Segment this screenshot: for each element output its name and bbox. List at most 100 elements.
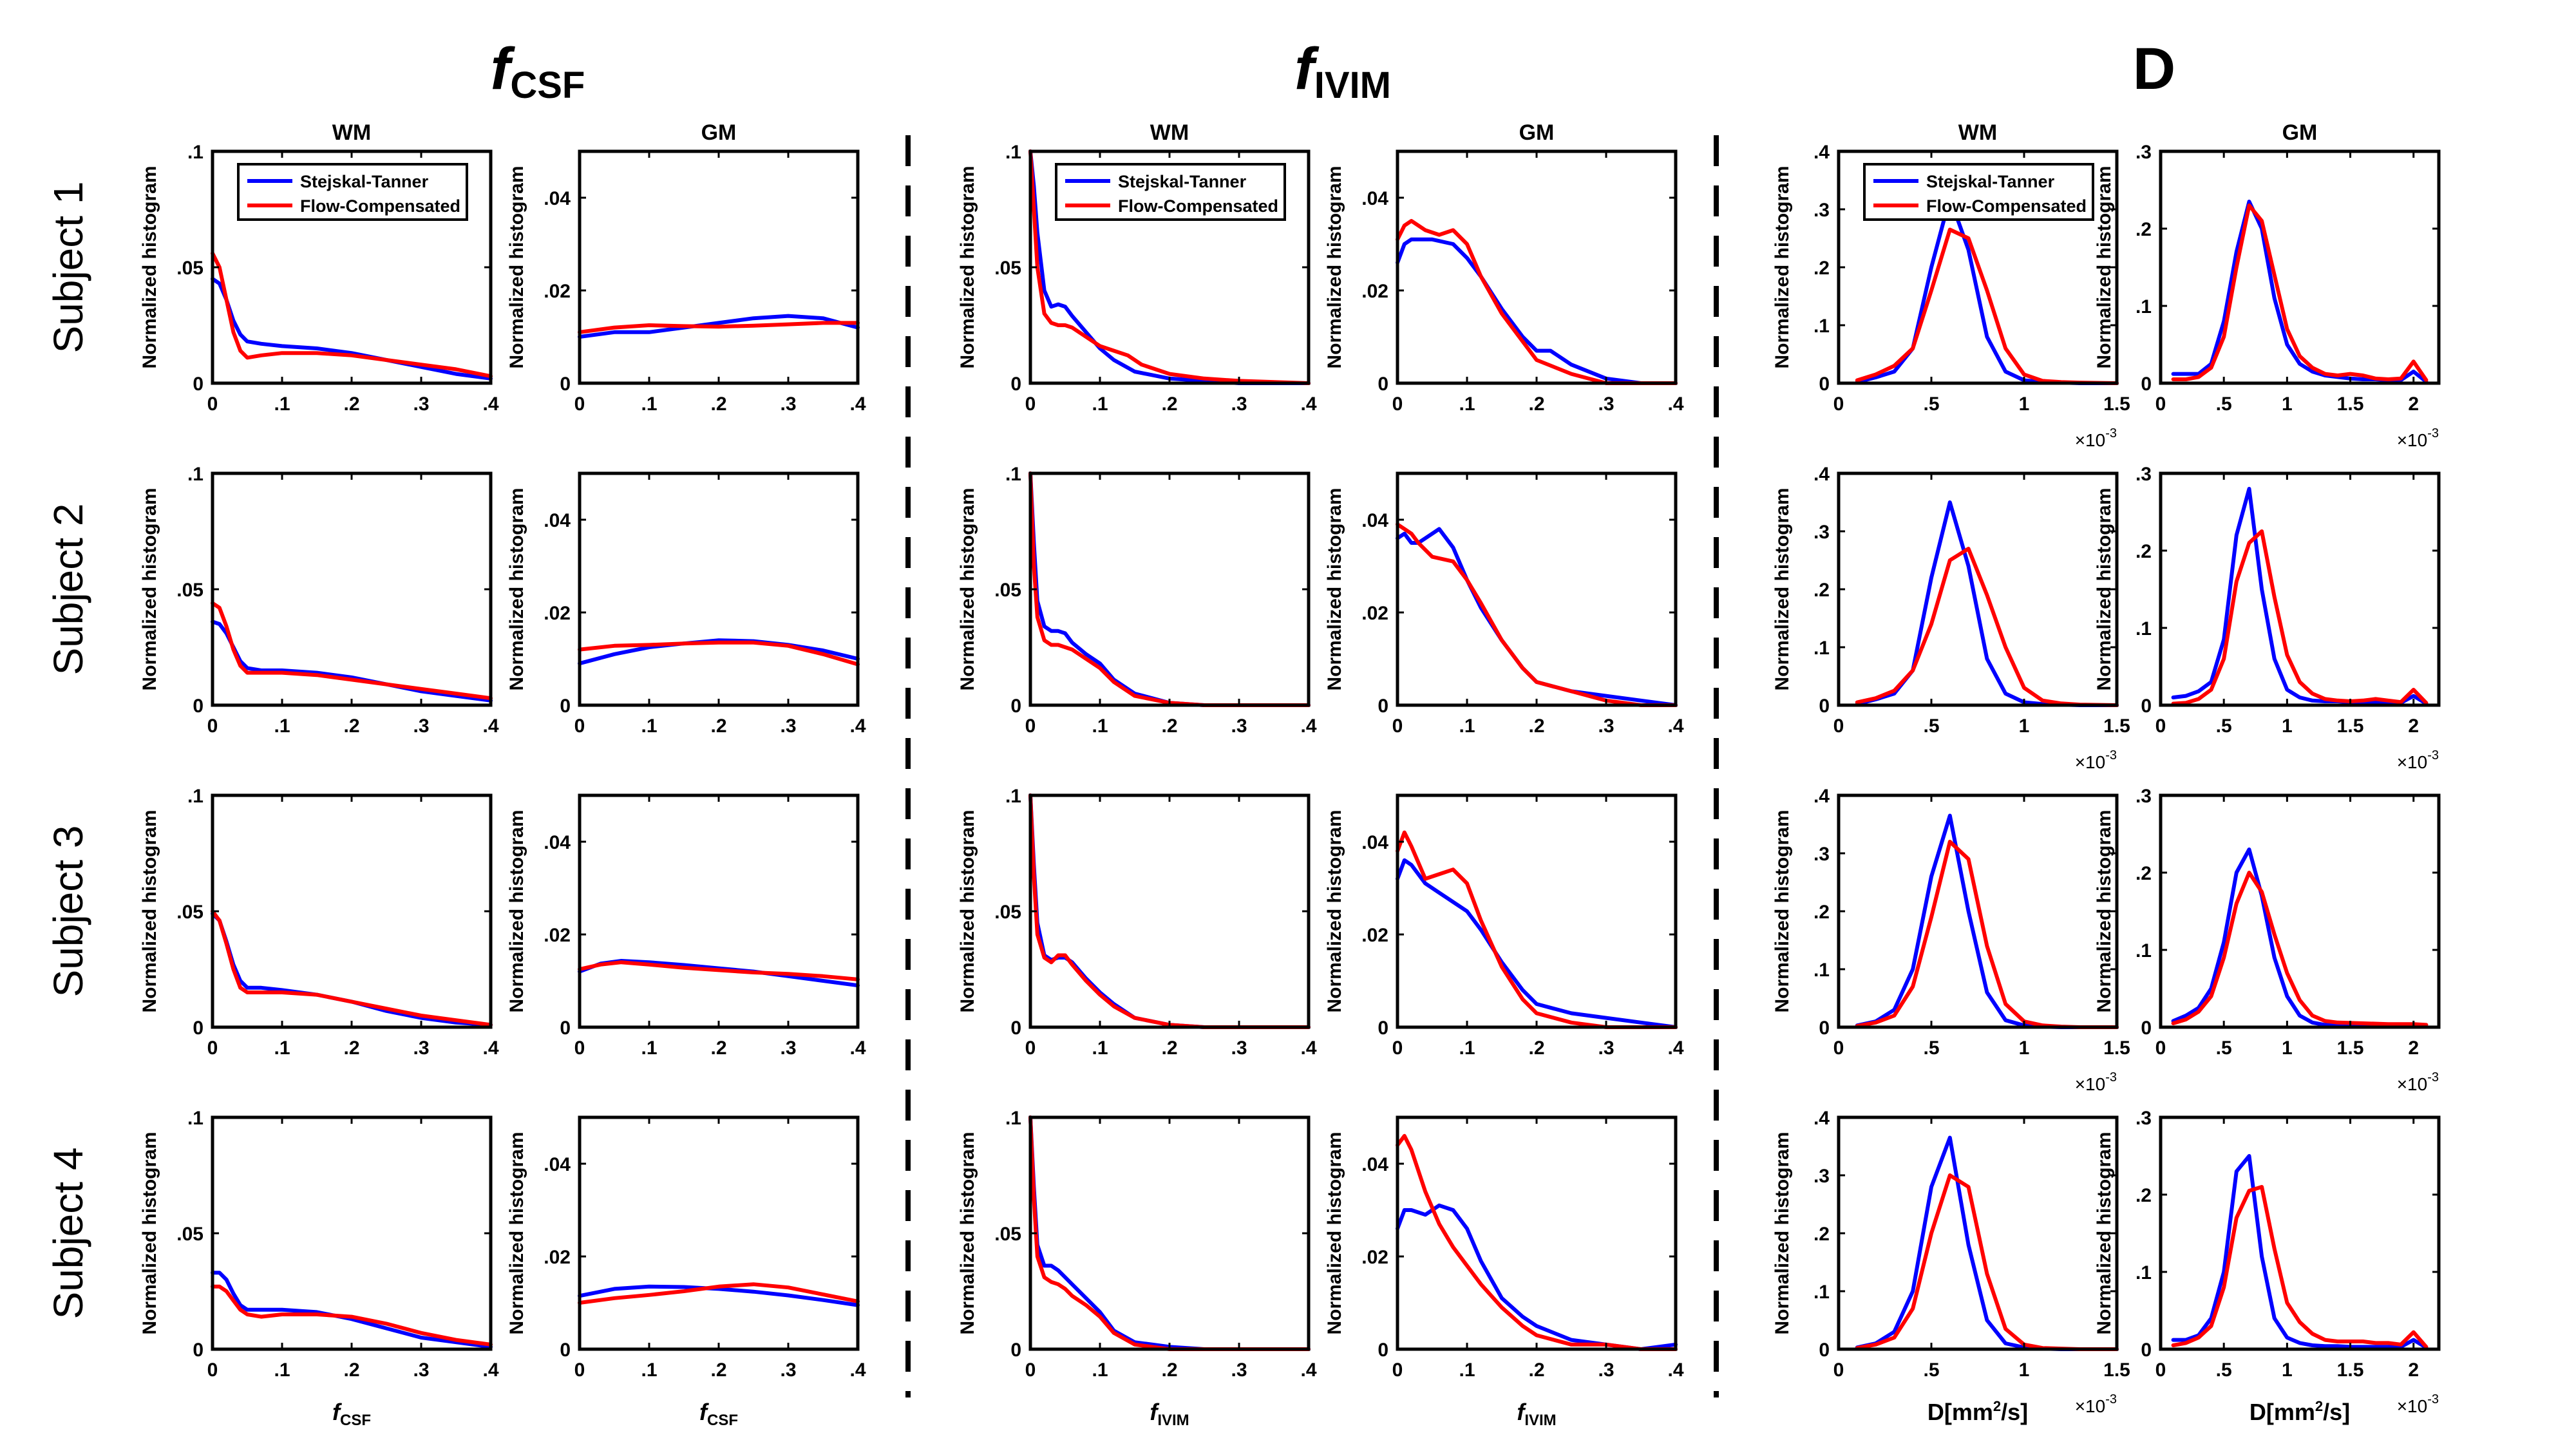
- x-tick-label: .5: [1923, 715, 1939, 737]
- y-tick-label: .2: [1814, 902, 1830, 923]
- x-tick-label: .5: [1923, 1359, 1939, 1381]
- subplot-r4c2: 0 .1 .2 .3 .4 0 .02 .04 Normalized histogram fCSF: [506, 1115, 866, 1429]
- row-label-subject-2: Subject 2: [45, 504, 91, 676]
- x-tick-label: 0: [2155, 1359, 2166, 1381]
- subplot-r2c2: 0 .1 .2 .3 .4 0 .02 .04 Normalized histogram: [506, 471, 866, 737]
- y-tick-label: .1: [187, 786, 204, 807]
- y-tick-label: .3: [2136, 464, 2152, 485]
- column-title: GM: [2282, 120, 2318, 145]
- x-axis-label-main: f: [699, 1399, 709, 1425]
- x-axis-label-main: f: [1150, 1399, 1159, 1425]
- x-tick-label: 2: [2408, 393, 2419, 415]
- y-axis-label: Normalized histogram: [506, 166, 527, 368]
- x-axis-label: fCSF: [332, 1399, 371, 1429]
- x-axis-label-main: f: [1517, 1399, 1526, 1425]
- x-tick-label: .2: [1161, 715, 1177, 737]
- y-tick-label: .05: [994, 258, 1021, 279]
- x-tick-label: 0: [1392, 715, 1403, 737]
- x-tick-label: 0: [574, 393, 585, 415]
- y-axis-label: Normalized histogram: [1324, 488, 1345, 690]
- y-tick-label: .05: [994, 580, 1021, 601]
- x-axis-label-sub: CSF: [707, 1412, 738, 1429]
- x-tick-label: .1: [1459, 1037, 1475, 1059]
- x-tick-label: 2: [2408, 715, 2419, 737]
- x-axis-label-sup: 2: [1993, 1398, 2001, 1414]
- x-tick-label: .2: [1161, 1359, 1177, 1381]
- series-line-stejskal-tanner: [1396, 858, 1678, 1029]
- y-tick-label: .05: [994, 902, 1021, 923]
- x-tick-label: .3: [1598, 715, 1614, 737]
- x-tick-label: 1.5: [2103, 715, 2130, 737]
- series-line-stejskal-tanner: [578, 638, 860, 666]
- x-tick-label: 0: [1833, 393, 1844, 415]
- subplot-r1c2: GM 0 .1 .2 .3 .4 0 .02 .04 Normalized histogram: [506, 120, 866, 415]
- x-tick-label: 1: [2019, 1037, 2030, 1059]
- y-tick-label: .2: [2136, 1185, 2152, 1206]
- series-line-stejskal-tanner: [2171, 487, 2429, 706]
- y-tick-label: .1: [187, 464, 204, 485]
- y-tick-label: 0: [193, 374, 204, 395]
- x-exponent-base: ×10: [2397, 430, 2428, 450]
- x-tick-label: .1: [1092, 1359, 1108, 1381]
- y-axis-label: Normalized histogram: [139, 166, 160, 368]
- y-tick-label: .1: [187, 142, 204, 163]
- x-tick-label: .4: [1300, 1037, 1316, 1059]
- subplot-r3c1: 0 .1 .2 .3 .4 0 .05 .1 Normalized histogram: [139, 786, 499, 1059]
- axes-box: [2159, 793, 2441, 1029]
- x-axis-label-sub: IVIM: [1157, 1412, 1189, 1429]
- y-tick-label: .1: [2136, 940, 2152, 961]
- y-tick-label: .2: [1814, 1224, 1830, 1245]
- y-tick-label: .2: [2136, 863, 2152, 884]
- x-tick-label: 0: [1392, 393, 1403, 415]
- x-axis-label: fCSF: [699, 1399, 738, 1429]
- y-tick-label: 0: [560, 1018, 571, 1039]
- x-tick-label: .5: [2216, 1359, 2232, 1381]
- subplot-r4c3: 0 .1 .2 .3 .4 0 .05 .1 Normalized histogram fIVIM: [957, 1108, 1317, 1429]
- x-tick-label: .1: [641, 1359, 657, 1381]
- x-tick-label: .3: [413, 1037, 429, 1059]
- x-tick-label: 2: [2408, 1037, 2419, 1059]
- x-exponent-base: ×10: [2075, 430, 2106, 450]
- series-line-stejskal-tanner: [1028, 149, 1311, 385]
- y-tick-label: 0: [1819, 1340, 1830, 1361]
- y-tick-label: .05: [176, 258, 204, 279]
- x-tick-label: .2: [343, 715, 359, 737]
- axes-box: [2159, 149, 2441, 385]
- x-tick-label: 0: [1025, 1359, 1036, 1381]
- y-tick-label: 0: [1378, 1018, 1388, 1039]
- y-tick-label: .05: [176, 580, 204, 601]
- legend-label: Stejskal-Tanner: [1926, 172, 2055, 191]
- x-tick-label: .3: [1598, 1037, 1614, 1059]
- x-axis-label: D[mm2/s]: [1927, 1398, 2028, 1425]
- y-tick-label: 0: [1010, 1018, 1021, 1039]
- x-tick-label: .3: [413, 393, 429, 415]
- subplot-r2c5: 0 .5 1 1.5 0 .1 .2 .3 .4 Normalized histogram ×10-…: [1772, 464, 2130, 772]
- subplot-r3c3: 0 .1 .2 .3 .4 0 .05 .1 Normalized histogram: [957, 786, 1317, 1059]
- x-tick-label: .2: [710, 393, 726, 415]
- y-tick-label: .4: [1814, 464, 1830, 485]
- x-tick-label: 0: [1392, 1359, 1403, 1381]
- y-axis-label: Normalized histogram: [2094, 1132, 2115, 1334]
- x-tick-label: .2: [710, 715, 726, 737]
- y-tick-label: 0: [1010, 374, 1021, 395]
- y-tick-label: .02: [1361, 603, 1388, 624]
- y-axis-label: Normalized histogram: [957, 166, 978, 368]
- x-tick-label: .1: [274, 715, 290, 737]
- series-line-stejskal-tanner: [211, 1271, 493, 1349]
- y-tick-label: .2: [2136, 541, 2152, 562]
- series-line-flow-compensated: [1028, 471, 1311, 707]
- column-title: WM: [1958, 120, 1997, 145]
- axes-box: [2159, 471, 2441, 707]
- y-tick-label: .1: [2136, 296, 2152, 317]
- x-tick-label: .2: [1528, 1037, 1544, 1059]
- y-tick-label: 0: [2141, 374, 2152, 395]
- series-line-flow-compensated: [1396, 522, 1678, 707]
- x-tick-label: 0: [207, 393, 218, 415]
- x-tick-label: 0: [574, 1359, 585, 1381]
- y-tick-label: 0: [1010, 696, 1021, 717]
- x-exponent-power: -3: [2105, 426, 2117, 440]
- y-tick-label: .2: [1814, 258, 1830, 279]
